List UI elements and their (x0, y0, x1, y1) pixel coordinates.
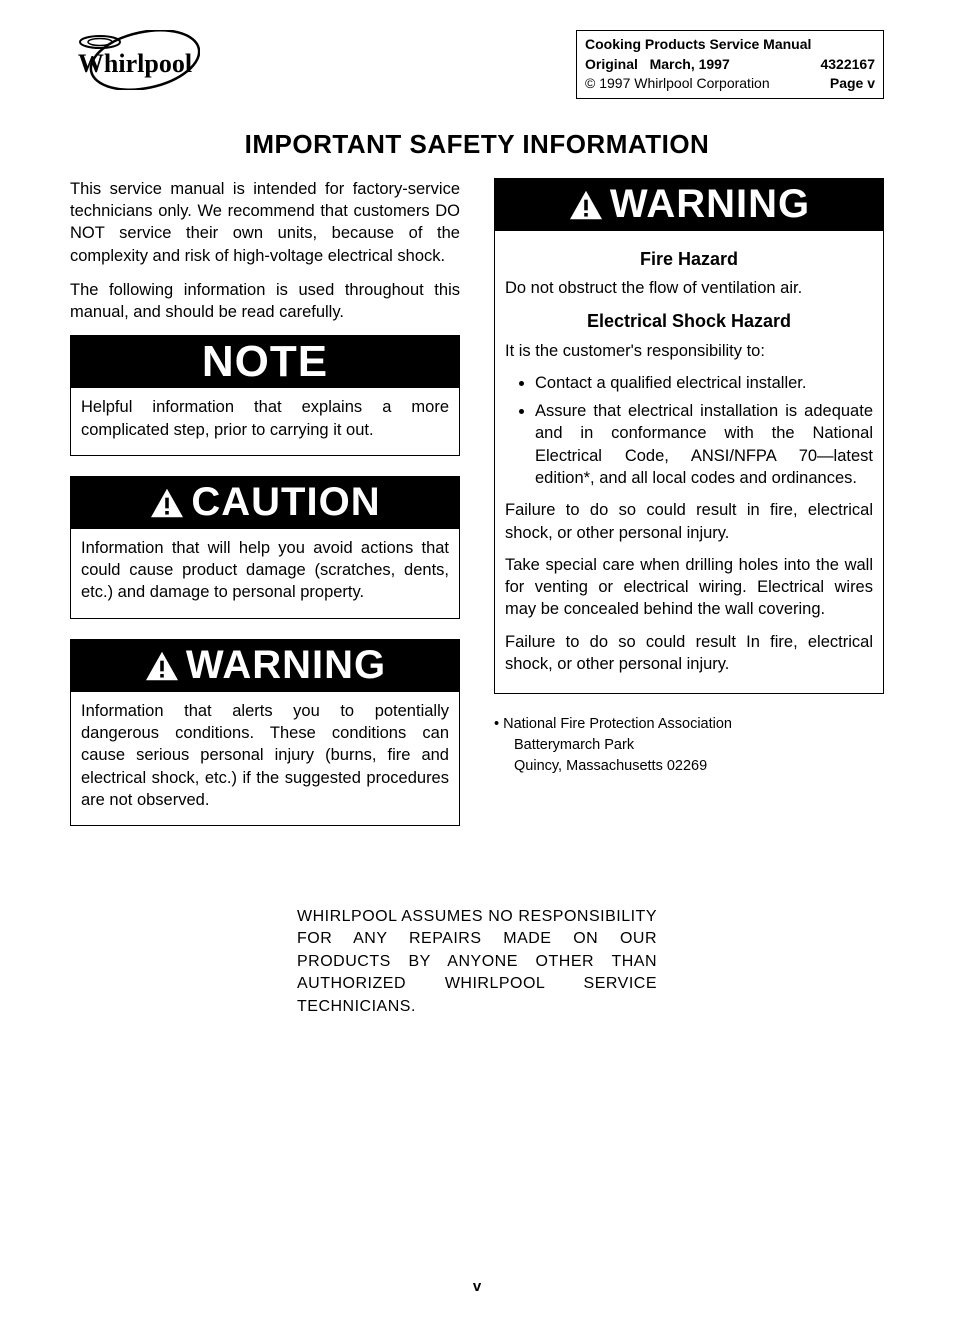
warning-triangle-icon (149, 487, 185, 519)
shock-intro: It is the customer's responsibility to: (505, 340, 873, 362)
note-banner-text: NOTE (202, 337, 328, 387)
doc-number: 4322167 (820, 55, 875, 75)
fire-hazard-heading: Fire Hazard (505, 247, 873, 271)
two-column-layout: This service manual is intended for fact… (70, 178, 884, 846)
intro-paragraph-2: The following information is used throug… (70, 279, 460, 324)
svg-text:Whirlpool: Whirlpool (78, 49, 192, 78)
warning-left-banner-text: WARNING (186, 643, 386, 688)
failure-text-2: Failure to do so could result In fire, e… (505, 631, 873, 676)
failure-text-1: Failure to do so could result in fire, e… (505, 499, 873, 544)
right-column: WARNING Fire Hazard Do not obstruct the … (494, 178, 884, 777)
caution-box: CAUTION Information that will help you a… (70, 476, 460, 619)
whirlpool-logo: Whirlpool (70, 30, 200, 90)
caution-banner-text: CAUTION (191, 480, 380, 525)
caution-body: Information that will help you avoid act… (71, 529, 459, 618)
note-banner: NOTE (71, 336, 459, 388)
note-box: NOTE Helpful information that explains a… (70, 335, 460, 456)
page-number: v (70, 1278, 884, 1295)
header-row: Whirlpool Cooking Products Service Manua… (70, 30, 884, 99)
footnote-block: • National Fire Protection Association B… (494, 714, 884, 777)
footnote-line-2: Batterymarch Park (494, 735, 884, 756)
caution-banner: CAUTION (71, 477, 459, 529)
footnote-line-3: Quincy, Massachusetts 02269 (494, 756, 884, 777)
shock-bullet-list: Contact a qualified electrical installer… (505, 372, 873, 489)
warning-right-banner: WARNING (495, 179, 883, 231)
warning-triangle-icon (568, 189, 604, 221)
warning-right-body: Fire Hazard Do not obstruct the flow of … (495, 231, 883, 693)
bullet-item: Contact a qualified electrical installer… (535, 372, 873, 394)
page-title: IMPORTANT SAFETY INFORMATION (70, 129, 884, 160)
page-label: Page v (830, 74, 875, 94)
manual-title: Cooking Products Service Manual (585, 35, 875, 55)
intro-paragraph-1: This service manual is intended for fact… (70, 178, 460, 267)
original-date: Original March, 1997 (585, 55, 730, 75)
warning-right-box: WARNING Fire Hazard Do not obstruct the … (494, 178, 884, 694)
copyright: © 1997 Whirlpool Corporation (585, 74, 770, 94)
electrical-shock-heading: Electrical Shock Hazard (505, 309, 873, 333)
warning-left-body: Information that alerts you to potential… (71, 692, 459, 825)
drill-text: Take special care when drilling holes in… (505, 554, 873, 621)
note-body: Helpful information that explains a more… (71, 388, 459, 455)
left-column: This service manual is intended for fact… (70, 178, 460, 846)
disclaimer-text: WHIRLPOOL ASSUMES NO RESPONSIBILITY FOR … (297, 906, 657, 1018)
bullet-item: Assure that electrical installation is a… (535, 400, 873, 489)
warning-triangle-icon (144, 650, 180, 682)
footnote-line-1: • National Fire Protection Association (494, 714, 884, 735)
warning-left-box: WARNING Information that alerts you to p… (70, 639, 460, 826)
header-info-box: Cooking Products Service Manual Original… (576, 30, 884, 99)
warning-right-banner-text: WARNING (610, 182, 810, 227)
page: Whirlpool Cooking Products Service Manua… (0, 0, 954, 1335)
fire-hazard-text: Do not obstruct the flow of ventilation … (505, 277, 873, 299)
warning-left-banner: WARNING (71, 640, 459, 692)
